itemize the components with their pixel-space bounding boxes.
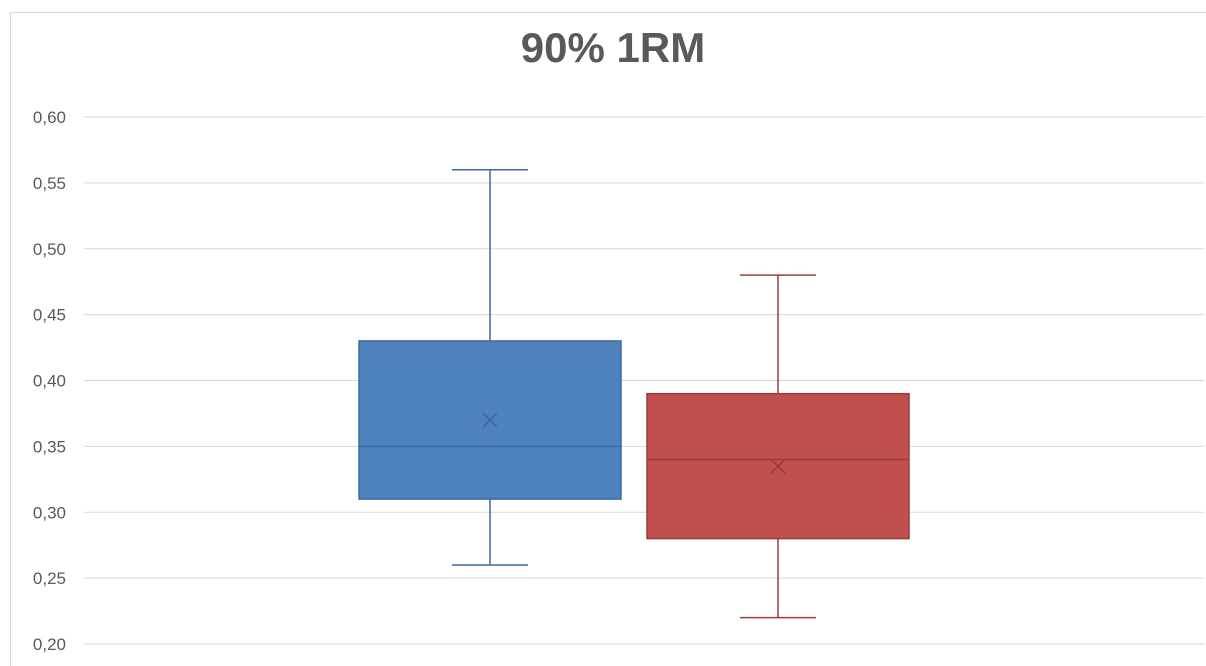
y-tick-label: 0,50 bbox=[33, 240, 66, 259]
y-tick-label: 0,25 bbox=[33, 569, 66, 588]
chart-frame bbox=[10, 12, 1206, 666]
box-series-2 bbox=[646, 274, 910, 619]
mean-marker-stroke bbox=[770, 458, 786, 474]
y-tick-label: 0,30 bbox=[33, 503, 66, 522]
y-tick-label: 0,35 bbox=[33, 437, 66, 456]
box-series-1 bbox=[358, 168, 622, 566]
mean-marker-stroke bbox=[482, 412, 498, 428]
chart-title: 90% 1RM bbox=[520, 24, 706, 71]
y-axis: 0,20 0,25 0,30 0,35 0,40 0,45 0,50 0,55 0,60 bbox=[33, 108, 66, 654]
y-tick-label: 0,40 bbox=[33, 372, 66, 391]
mean-marker bbox=[770, 458, 786, 474]
y-tick-label: 0,45 bbox=[33, 306, 66, 325]
y-tick-label: 0,55 bbox=[33, 174, 66, 193]
mean-marker bbox=[482, 412, 498, 428]
y-tick-label: 0,20 bbox=[33, 635, 66, 654]
y-tick-label: 0,60 bbox=[33, 108, 66, 127]
gridlines bbox=[84, 116, 1204, 645]
box-series bbox=[358, 168, 910, 619]
